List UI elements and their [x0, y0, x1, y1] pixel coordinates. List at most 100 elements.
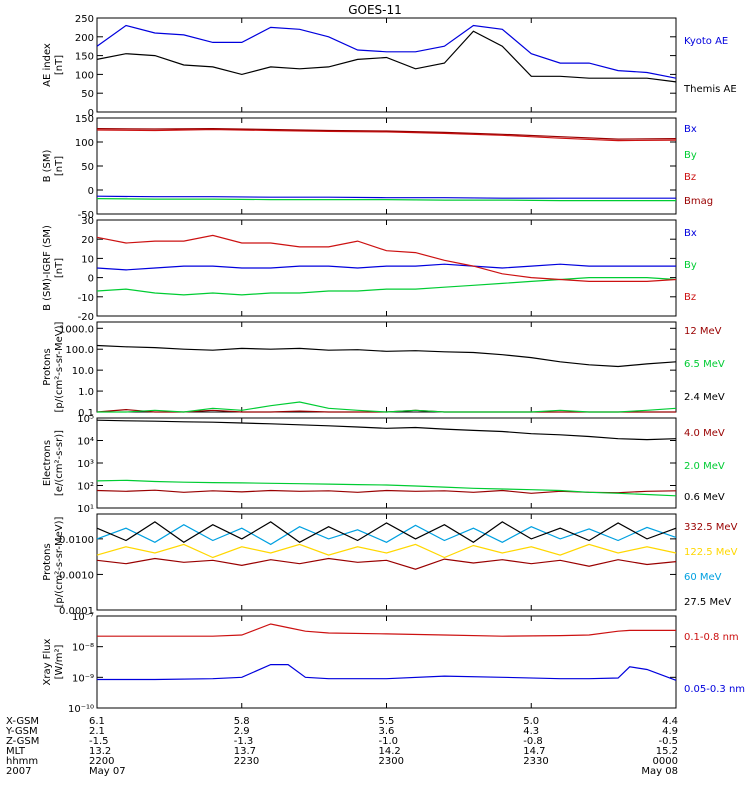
y-axis-label: [p/(cm²-s-sr-MeV)]	[54, 321, 65, 412]
y-axis-label: AE index	[42, 43, 53, 87]
y-tick-label: -50	[78, 210, 94, 221]
ephemeris-cell: -0.5	[658, 736, 678, 747]
legend-label: 0.1-0.8 nm	[684, 632, 739, 643]
y-tick-label: 10⁻⁹	[72, 673, 94, 684]
legend-label: By	[684, 260, 697, 271]
legend-label: 122.5 MeV	[684, 547, 738, 558]
series-line-0-1-0-8-nm	[97, 623, 676, 637]
y-tick-label: 10⁵	[77, 414, 94, 425]
ephemeris-cell: -1.3	[234, 736, 254, 747]
y-tick-label: 30	[81, 216, 94, 227]
legend-label: 4.0 MeV	[684, 428, 725, 439]
y-tick-label: 50	[81, 162, 94, 173]
y-axis-label: [e/(cm²-s-sr)]	[54, 430, 65, 496]
y-axis-label: [nT]	[54, 55, 65, 75]
y-tick-label: 10⁻⁷	[72, 612, 94, 623]
y-tick-label: 20	[81, 235, 94, 246]
legend-label: 0.05-0.3 nm	[684, 684, 745, 695]
ephemeris-cell: -1.5	[89, 736, 109, 747]
ephemeris-cell: 15.2	[656, 746, 678, 757]
y-axis-label: B (SM)-IGRF (SM)	[42, 225, 53, 311]
y-tick-label: 10⁴	[77, 437, 94, 448]
series-line-bx	[96, 195, 676, 199]
legend-label: 6.5 MeV	[684, 359, 725, 370]
ephemeris-cell: 13.2	[89, 746, 111, 757]
panel-protons_high: 0.0001 0.0010 0.0100 Protons [p/(cm²-s-sr-Me…	[42, 513, 738, 617]
legend-label: Bx	[684, 124, 697, 135]
legend-label: Bz	[684, 172, 696, 183]
y-tick-label: 10	[81, 254, 94, 265]
series-line-0-05-0-3-nm	[97, 663, 677, 681]
y-tick-label: 10⁻⁸	[72, 643, 94, 654]
legend-label: Bmag	[684, 196, 713, 207]
legend-label: 332.5 MeV	[684, 522, 738, 533]
ephemeris-cell: 0000	[653, 756, 678, 767]
legend-label: Bz	[684, 292, 696, 303]
legend-label: Themis AE	[683, 84, 737, 95]
legend-label: 2.0 MeV	[684, 461, 725, 472]
y-tick-label: -10	[78, 293, 94, 304]
y-tick-label: 150	[75, 114, 94, 125]
ephemeris-cell: 6.1	[89, 716, 105, 727]
y-tick-label: 1000.0	[59, 324, 94, 335]
ephemeris-cell: 2330	[523, 756, 548, 767]
panel-frame	[96, 417, 677, 509]
ephemeris-row-label: X-GSM	[6, 716, 39, 727]
ephemeris-cell: 2.9	[234, 726, 250, 737]
y-axis-label: Protons	[42, 348, 53, 385]
panel-ae: 0 50 100 150 200 250 AE index [nT] Kyoto AE Themi…	[42, 14, 737, 119]
y-axis-label: Xray Flux	[42, 638, 53, 685]
ephemeris-cell: 14.2	[379, 746, 401, 757]
ephemeris-cell: 3.6	[379, 726, 395, 737]
ephemeris-row-label: Z-GSM	[6, 736, 39, 747]
y-axis-label: Electrons	[42, 440, 53, 486]
legend-label: 60 MeV	[684, 572, 722, 583]
ephemeris-cell: 2300	[379, 756, 404, 767]
y-tick-label: 0	[88, 274, 94, 285]
series-line-332-5-mev	[96, 557, 677, 570]
y-tick-label: 0.0001	[59, 606, 94, 617]
ephemeris-cell: 5.8	[234, 716, 250, 727]
panel-electrons: 10¹ 10² 10³ 10⁴ 10⁵ Electrons [e/(cm²-s-sr)] 4.…	[42, 414, 725, 515]
ephemeris-cell: May 08	[641, 766, 678, 777]
y-tick-label: 50	[81, 89, 94, 100]
legend-label: By	[684, 150, 697, 161]
panel-frame	[96, 219, 677, 317]
y-tick-label: 10³	[77, 459, 94, 470]
series-line-kyoto-ae	[96, 24, 677, 79]
ephemeris-cell: May 07	[89, 766, 126, 777]
y-tick-label: 100	[75, 70, 94, 81]
ephemeris-cell: 5.0	[523, 716, 539, 727]
y-tick-label: 100	[75, 138, 94, 149]
ephemeris-cell: 2200	[89, 756, 114, 767]
y-axis-label: Protons	[42, 543, 53, 580]
legend-label: 0.6 MeV	[684, 492, 725, 503]
y-axis-label: B (SM)	[42, 149, 53, 182]
y-tick-label: 10.0	[72, 366, 94, 377]
y-tick-label: 0.0010	[59, 570, 94, 581]
ephemeris-row-label: 2007	[6, 766, 31, 777]
panel-b: -50 0 50 100 150 B (SM) [nT] Bx By Bz Bmag	[42, 114, 713, 221]
ephemeris-cell: 4.3	[523, 726, 539, 737]
series-line-bz	[96, 234, 677, 282]
series-line-bmag	[96, 127, 677, 140]
panel-frame	[96, 321, 677, 413]
legend-label: Bx	[684, 228, 697, 239]
y-axis-label: [W/m²]	[54, 644, 65, 679]
legend-label: 27.5 MeV	[684, 597, 731, 608]
panel-protons_low: 0.1 1.0 10.0 100.0 1000.0 Protons [p/(cm²-s-sr…	[42, 321, 725, 419]
series-line-by	[96, 277, 677, 296]
series-line-60-mev	[96, 524, 677, 546]
ephemeris-cell: 4.9	[662, 726, 678, 737]
series-line-bz	[96, 128, 677, 142]
series-line-27-5-mev	[96, 521, 677, 544]
y-tick-label: 150	[75, 52, 94, 63]
legend-label: Kyoto AE	[684, 36, 728, 47]
ephemeris-cell: 5.5	[379, 716, 395, 727]
series-line-themis-ae	[96, 30, 677, 83]
ephemeris-cell: -0.8	[523, 736, 543, 747]
ephemeris-cell: 2230	[234, 756, 259, 767]
ephemeris-cell: 13.7	[234, 746, 256, 757]
